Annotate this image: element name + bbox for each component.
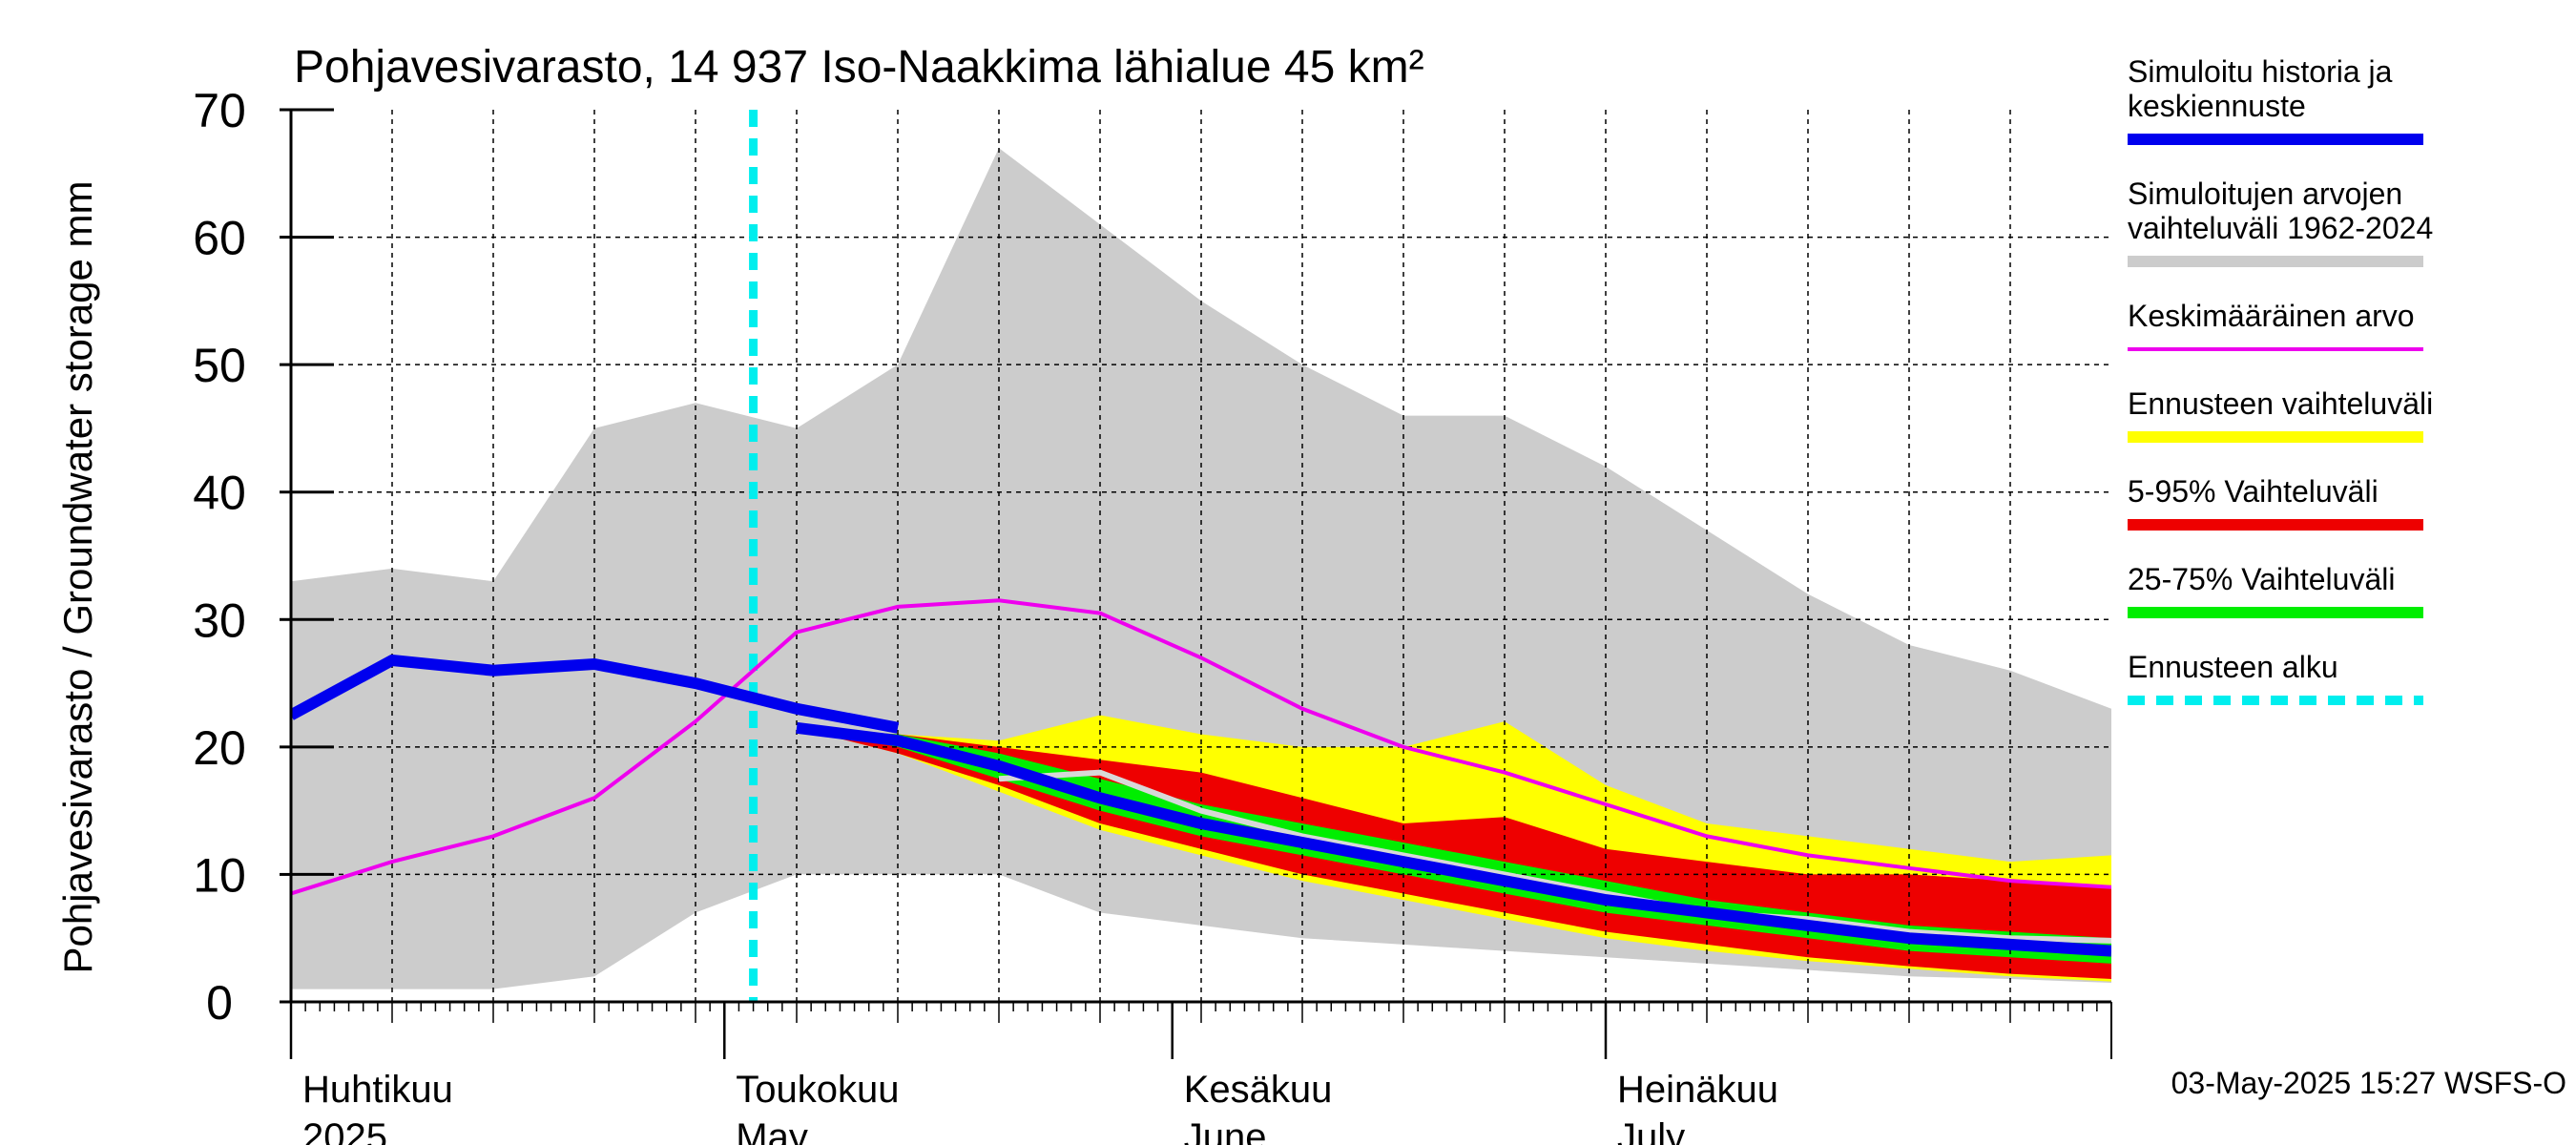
legend-label: Ennusteen vaihteluväli	[2128, 386, 2433, 421]
y-tick-label: 30	[193, 593, 246, 647]
x-month-label-fi: Kesäkuu	[1184, 1069, 1333, 1111]
chart-title: Pohjavesivarasto, 14 937 Iso-Naakkima lä…	[294, 42, 1424, 93]
legend-item: 25-75% Vaihteluväli	[2128, 562, 2423, 618]
y-tick-label: 20	[193, 721, 246, 775]
axes-layer: 0 10 20 30 40 50 60 70 Huhtikuu 2025 Toukokuu May Ke…	[193, 84, 2112, 1145]
x-month-label-en: July	[1617, 1116, 1685, 1145]
legend-label: 5-95% Vaihteluväli	[2128, 474, 2379, 509]
legend-item: Ennusteen vaihteluväli	[2128, 386, 2433, 443]
x-month-label-en: May	[736, 1116, 808, 1145]
y-tick-label: 50	[193, 339, 246, 392]
x-month-label-en: 2025	[302, 1116, 387, 1145]
legend-label: Simuloitu historia ja	[2128, 54, 2393, 89]
grid-layer	[291, 110, 2111, 1002]
forecast-median-line	[796, 721, 2111, 957]
y-tick-label: 70	[193, 84, 246, 137]
legend-item: 5-95% Vaihteluväli	[2128, 474, 2423, 531]
y-tick-label: 40	[193, 467, 246, 520]
x-month-label-fi: Heinäkuu	[1617, 1069, 1778, 1111]
legend: Simuloitu historia jakeskiennusteSimuloi…	[2128, 54, 2433, 705]
y-tick-label: 0	[206, 976, 233, 1030]
y-tick-label: 60	[193, 212, 246, 265]
history-median-line	[291, 655, 900, 734]
x-month-label-fi: Huhtikuu	[302, 1069, 453, 1111]
y-axis-label: Pohjavesivarasto / Groundwater storage m…	[55, 180, 100, 973]
legend-label: vaihteluväli 1962-2024	[2128, 211, 2433, 245]
legend-label: Simuloitujen arvojen	[2128, 177, 2402, 211]
legend-label: keskiennuste	[2128, 89, 2306, 123]
forecast-25-75-band	[797, 727, 2111, 964]
x-month-label-fi: Toukokuu	[736, 1069, 899, 1111]
mean-line	[291, 598, 2111, 896]
lines-layer	[291, 110, 2111, 1002]
legend-item: Keskimääräinen arvo	[2128, 299, 2423, 351]
x-month-label-en: June	[1184, 1116, 1267, 1145]
y-tick-label: 10	[193, 848, 246, 902]
legend-label: Keskimääräinen arvo	[2128, 299, 2415, 333]
legend-label: Ennusteen alku	[2128, 650, 2338, 684]
forecast-scenario-line	[998, 769, 2111, 944]
timestamp: 03-May-2025 15:27 WSFS-O	[2171, 1066, 2566, 1100]
legend-item: Ennusteen alku	[2128, 650, 2423, 705]
legend-label: 25-75% Vaihteluväli	[2128, 562, 2395, 596]
